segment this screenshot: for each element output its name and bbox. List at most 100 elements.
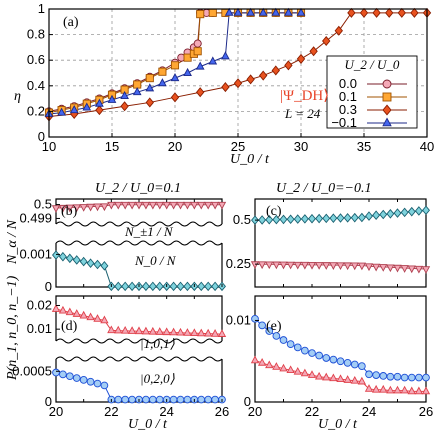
- panel-a-label: (a): [63, 15, 79, 30]
- data-point-2-18: [359, 7, 369, 18]
- data-point-1-15: [155, 281, 164, 292]
- data-point-0-24: [422, 373, 430, 382]
- data-point-0-11: [127, 201, 137, 210]
- data-point-2-13: [296, 53, 306, 64]
- data-point-0-18: [176, 201, 185, 210]
- data-point-1-19: [183, 395, 192, 404]
- data-point-3-13: [208, 56, 218, 65]
- legend-marker-1: [382, 92, 392, 102]
- data-point-0-20: [190, 328, 199, 337]
- data-point-1-4: [279, 363, 288, 372]
- data-point-0-13: [343, 213, 352, 223]
- data-point-0-20: [190, 201, 199, 210]
- data-point-0-15: [358, 362, 366, 370]
- data-point-1-14: [148, 395, 157, 404]
- data-point-1-18: [379, 384, 388, 393]
- x-tick-label: 10: [42, 139, 56, 154]
- data-point-0-13: [141, 201, 151, 210]
- data-point-0-7: [100, 203, 109, 212]
- data-point-0-14: [148, 326, 157, 335]
- data-point-1-3: [72, 255, 81, 265]
- x-tick-label: 15: [105, 139, 119, 154]
- data-point-2-5: [170, 92, 180, 103]
- data-point-1-8: [145, 74, 154, 83]
- data-point-0-23: [415, 373, 423, 382]
- data-point-1-7: [100, 261, 109, 271]
- data-point-2-20: [385, 7, 394, 18]
- data-point-0-9: [114, 325, 123, 334]
- data-point-0-12: [336, 357, 345, 366]
- data-point-0-10: [322, 213, 331, 224]
- data-point-0-20: [393, 208, 402, 218]
- data-point-2-12: [284, 60, 293, 71]
- x-tick-label: 40: [420, 139, 434, 154]
- data-point-1-4: [79, 256, 88, 267]
- data-point-0-17: [372, 371, 380, 379]
- data-point-0-14: [350, 212, 359, 223]
- x-tick-label: 24: [362, 404, 376, 419]
- data-point-1-23: [414, 386, 424, 395]
- data-point-3-14: [221, 51, 230, 60]
- legend-entry-1: 0.1: [339, 89, 357, 104]
- y-tick-label: 0.2: [27, 103, 45, 118]
- data-point-0-1: [258, 321, 266, 330]
- panel-e-xlabel: U_0 / t: [318, 417, 358, 432]
- data-point-0-8: [308, 213, 316, 224]
- panel-b-label: (b): [61, 204, 78, 219]
- data-point-0-17: [169, 327, 178, 336]
- data-point-1-15: [208, 8, 217, 17]
- data-point-0-1: [58, 204, 68, 213]
- x-tick-label: 26: [419, 404, 433, 419]
- data-point-1-11: [128, 281, 137, 292]
- panel-d-label: (d): [61, 319, 78, 334]
- data-point-1-5: [286, 365, 295, 374]
- data-point-1-22: [204, 395, 213, 404]
- data-point-0-0: [51, 304, 61, 312]
- data-point-0-10: [121, 201, 130, 210]
- data-point-0-11: [127, 326, 137, 334]
- data-point-0-9: [114, 201, 123, 210]
- data-point-0-22: [204, 328, 213, 337]
- data-point-1-11: [329, 262, 338, 270]
- data-point-1-1: [59, 370, 67, 379]
- data-point-1-7: [133, 80, 142, 89]
- data-point-1-22: [204, 281, 213, 292]
- data-point-2-11: [271, 65, 280, 76]
- y-tick-label: 0.5: [233, 212, 251, 227]
- data-point-2-10: [259, 70, 268, 81]
- data-point-0-2: [65, 204, 74, 213]
- data-point-0-11: [329, 355, 338, 364]
- data-point-1-7: [100, 381, 109, 390]
- data-point-1-22: [407, 265, 416, 274]
- legend-marker-3: [382, 117, 392, 127]
- data-point-0-18: [379, 372, 388, 380]
- data-point-0-1: [258, 215, 267, 225]
- data-point-3-10: [170, 73, 180, 82]
- x-tick-label: 25: [231, 139, 245, 154]
- data-point-0-15: [155, 327, 164, 335]
- data-point-0-7: [301, 346, 309, 355]
- data-point-0-5: [286, 340, 295, 348]
- psi-annotation: |Ψ_DH⟩: [280, 88, 329, 104]
- data-point-1-13: [141, 281, 150, 292]
- data-point-1-1: [58, 251, 67, 262]
- data-point-0-14: [193, 39, 202, 48]
- data-point-1-2: [65, 253, 74, 264]
- data-point-1-13: [193, 47, 202, 56]
- data-point-0-14: [148, 201, 157, 210]
- series-line-3: [48, 12, 301, 115]
- data-point-1-3: [72, 374, 81, 382]
- data-point-2-15: [322, 35, 331, 47]
- data-point-1-21: [400, 265, 409, 273]
- data-point-1-18: [176, 281, 185, 292]
- data-point-3-21: [296, 7, 306, 16]
- panel-d-ylabel: P(n_1, n_0, n_−1): [5, 275, 20, 381]
- data-point-1-11: [329, 373, 338, 382]
- data-point-1-13: [142, 395, 150, 404]
- data-point-1-12: [336, 374, 345, 382]
- data-point-0-4: [279, 336, 288, 344]
- data-point-0-9: [315, 213, 324, 224]
- data-point-0-6: [293, 214, 302, 224]
- data-point-0-14: [350, 360, 359, 369]
- data-point-3-20: [284, 7, 293, 16]
